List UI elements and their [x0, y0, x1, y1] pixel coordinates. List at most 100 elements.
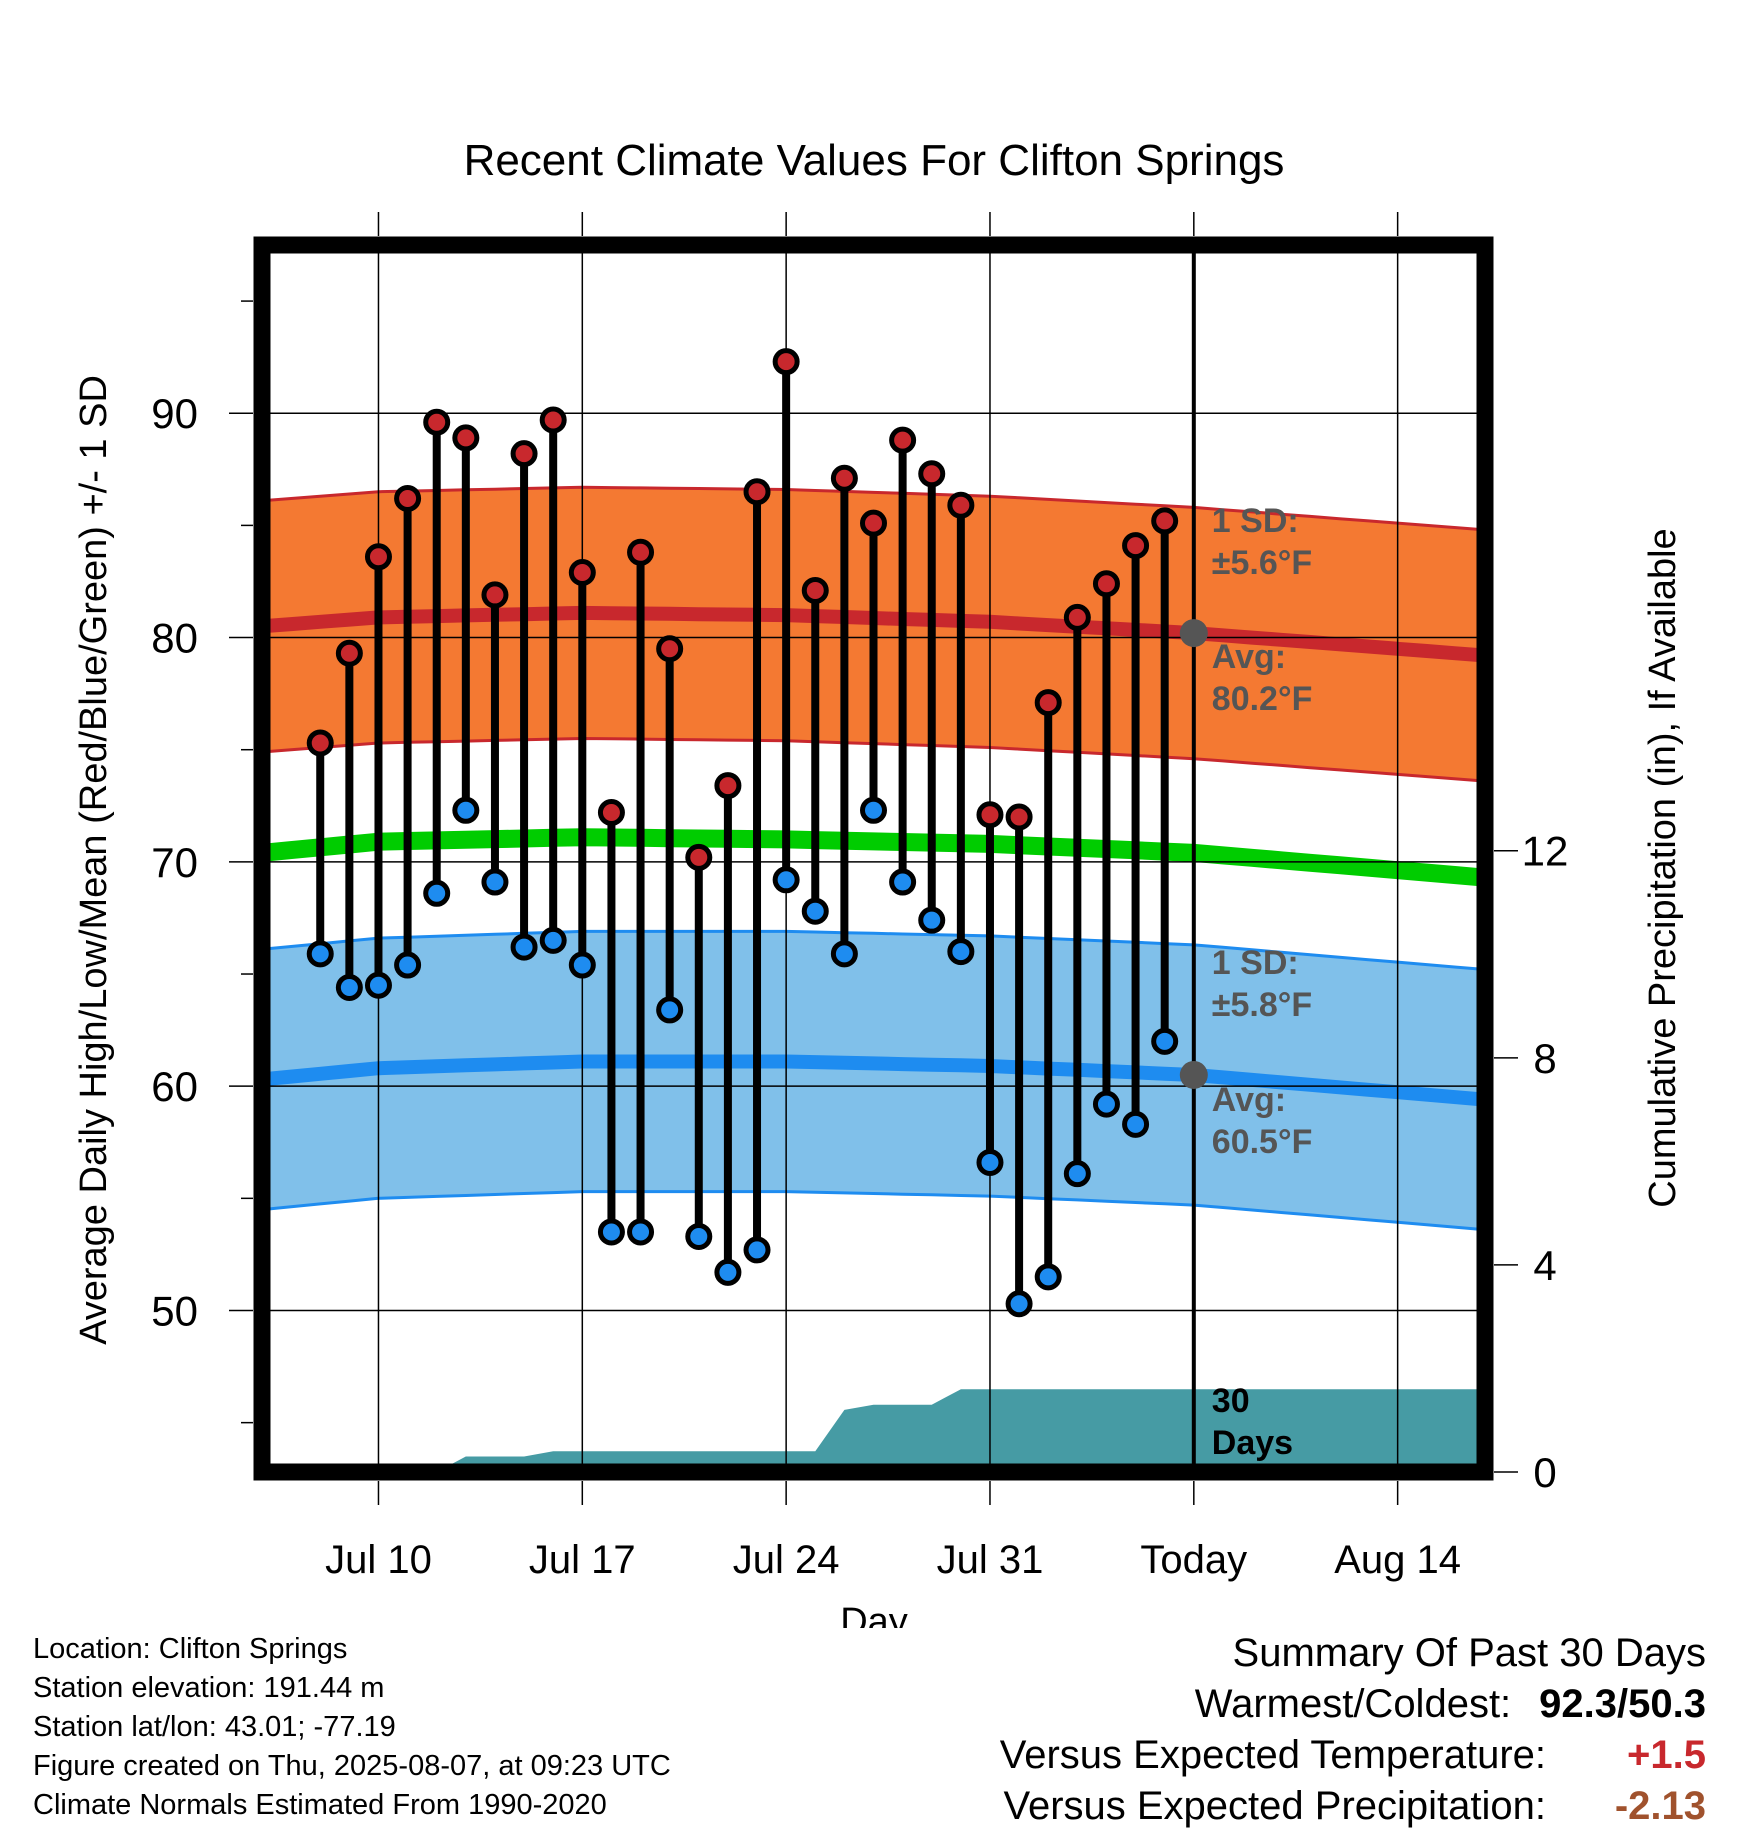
low-point: [830, 940, 858, 968]
high-avg-annotation: Avg: 80.2°F: [1212, 638, 1313, 718]
y-tick-label: 70: [151, 839, 198, 886]
y-tick-label: 80: [151, 615, 198, 662]
precip-days-annotation: 30 Days: [1212, 1382, 1293, 1462]
high-point: [423, 408, 451, 436]
low-point: [452, 796, 480, 824]
high-point: [685, 843, 713, 871]
high-point: [597, 799, 625, 827]
low-point: [976, 1148, 1004, 1176]
low-point: [685, 1222, 713, 1250]
high-point: [976, 801, 1004, 829]
y2-tick-label: 12: [1522, 828, 1569, 875]
x-tick-label: Jul 31: [937, 1538, 1044, 1582]
low-point: [335, 973, 363, 1001]
precip-area: [407, 1389, 1485, 1472]
station-info: Location: Clifton Springs Station elevat…: [33, 1630, 671, 1825]
high-point: [830, 464, 858, 492]
precip-row: Versus Expected Precipitation: -2.13: [1000, 1781, 1706, 1832]
high-point: [481, 581, 509, 609]
low-point: [539, 926, 567, 954]
high-point: [1005, 803, 1033, 831]
warm-cold-row: Warmest/Coldest: 92.3/50.3: [1000, 1679, 1706, 1730]
y2-tick-label: 8: [1533, 1035, 1556, 1082]
high-point: [568, 558, 596, 586]
high-point: [918, 460, 946, 488]
low-point: [394, 951, 422, 979]
x-tick-label: Aug 14: [1334, 1538, 1461, 1582]
x-tick-label: Today: [1140, 1538, 1247, 1582]
high-point: [335, 639, 363, 667]
high-point: [889, 426, 917, 454]
y-tick-label: 60: [151, 1063, 198, 1110]
precip-label: Versus Expected Precipitation:: [1003, 1784, 1546, 1828]
low-point: [772, 866, 800, 894]
y2-tick-label: 4: [1533, 1242, 1556, 1289]
y-tick-label: 50: [151, 1287, 198, 1334]
summary-panel: Summary Of Past 30 Days Warmest/Coldest:…: [1000, 1628, 1706, 1832]
elevation-text: Station elevation: 191.44 m: [33, 1672, 385, 1704]
high-point: [1092, 570, 1120, 598]
high-point: [743, 478, 771, 506]
low-point: [714, 1258, 742, 1286]
low-point: [423, 879, 451, 907]
low-point: [801, 897, 829, 925]
high-point: [1063, 603, 1091, 631]
chart-title: Recent Climate Values For Clifton Spring…: [464, 136, 1285, 185]
high-point: [947, 491, 975, 519]
low-point: [1034, 1263, 1062, 1291]
high-point: [1122, 532, 1150, 560]
normal-mean-line: [262, 828, 1485, 887]
low-point: [860, 796, 887, 824]
x-axis-label: Day: [840, 1601, 908, 1628]
warm-cold-label: Warmest/Coldest:: [1194, 1682, 1512, 1726]
location-text: Location: Clifton Springs: [33, 1633, 348, 1665]
low-point: [1092, 1090, 1120, 1118]
high-point: [860, 509, 887, 537]
low-point: [918, 906, 946, 934]
high-point: [772, 348, 800, 376]
high-point: [801, 576, 829, 604]
low-sd-band-upper-edge: [262, 929, 1485, 971]
low-point: [510, 933, 538, 961]
low-sd-band: [262, 931, 1485, 1230]
high-point: [714, 772, 742, 800]
low-point: [568, 951, 596, 979]
x-tick-label: Jul 24: [733, 1538, 840, 1582]
low-point: [656, 996, 684, 1024]
low-point: [627, 1218, 655, 1246]
temp-label: Versus Expected Temperature:: [999, 1733, 1546, 1777]
normal-low-line: [262, 1054, 1485, 1107]
low-sd-band-lower-edge: [262, 1190, 1485, 1232]
climate-chart: Recent Climate Values For Clifton Spring…: [73, 136, 1684, 1628]
low-sd-annotation: 1 SD: ±5.8°F: [1212, 944, 1312, 1024]
temp-value: +1.5: [1627, 1733, 1706, 1777]
low-point: [1005, 1290, 1033, 1318]
today-high-avg-marker: [1179, 619, 1208, 648]
high-point: [364, 543, 392, 571]
high-point: [656, 635, 684, 663]
y2-axis-label: Cumulative Precipitation (in), If Availa…: [1642, 528, 1684, 1207]
low-avg-annotation: Avg: 60.5°F: [1212, 1081, 1313, 1161]
y-axis-label: Average Daily High/Low/Mean (Red/Blue/Gr…: [73, 375, 115, 1345]
high-point: [539, 406, 567, 434]
plot-area: 1 SD: ±5.6°F Avg: 80.2°F 1 SD: ±5.8°F Avg: 60.5…: [151, 212, 1568, 1582]
low-point: [306, 940, 334, 968]
high-point: [627, 538, 655, 566]
temp-row: Versus Expected Temperature: +1.5: [1000, 1730, 1706, 1781]
today-low-avg-marker: [1179, 1060, 1208, 1089]
high-point: [1034, 689, 1062, 717]
low-point: [743, 1236, 771, 1264]
low-point: [889, 868, 917, 896]
high-sd-annotation: 1 SD: ±5.6°F: [1212, 502, 1312, 582]
high-point: [452, 424, 480, 452]
x-tick-label: Jul 10: [325, 1538, 432, 1582]
high-point: [1151, 507, 1179, 535]
low-point: [947, 938, 975, 966]
created-text: Figure created on Thu, 2025-08-07, at 09…: [33, 1750, 671, 1782]
summary-title: Summary Of Past 30 Days: [1232, 1631, 1706, 1675]
low-point: [1122, 1110, 1150, 1138]
latlon-text: Station lat/lon: 43.01; -77.19: [33, 1711, 396, 1743]
y-tick-label: 90: [151, 390, 198, 437]
plot-frame: [253, 236, 1494, 1481]
low-point: [1063, 1160, 1091, 1188]
